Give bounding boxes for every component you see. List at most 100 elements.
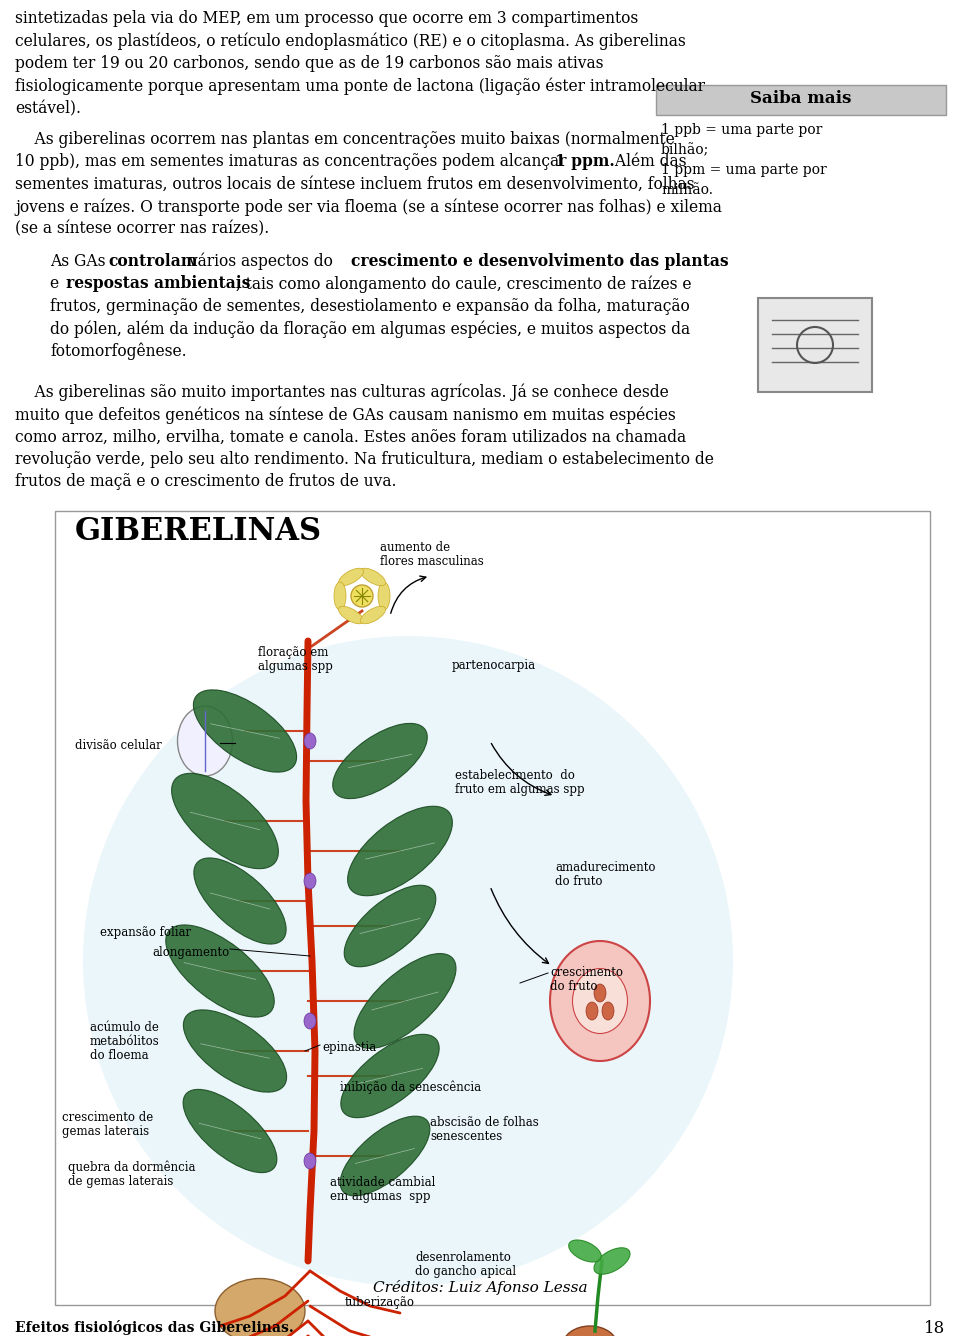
Bar	[656, 86, 946, 115]
Text: Efeitos fisiológicos das Giberelinas.: Efeitos fisiológicos das Giberelinas.	[15, 1320, 294, 1335]
Text: expansão foliar: expansão foliar	[100, 926, 191, 939]
Text: respostas ambientais: respostas ambientais	[66, 275, 251, 293]
Text: de gemas laterais: de gemas laterais	[68, 1174, 174, 1188]
Ellipse shape	[194, 858, 286, 945]
Text: Além das: Além das	[610, 154, 686, 170]
Text: estabelecimento  do: estabelecimento do	[455, 770, 575, 782]
Ellipse shape	[341, 1034, 439, 1118]
Text: 1 ppm.: 1 ppm.	[555, 154, 614, 170]
Text: tuberização: tuberização	[345, 1296, 415, 1309]
Text: aumento de: aumento de	[380, 541, 450, 554]
Text: 10 ppb), mas em sementes imaturas as concentrações podem alcançar: 10 ppb), mas em sementes imaturas as con…	[15, 154, 571, 170]
Ellipse shape	[333, 723, 427, 799]
Text: algumas spp: algumas spp	[258, 660, 333, 673]
Text: e: e	[50, 275, 64, 293]
Ellipse shape	[345, 886, 436, 967]
Text: desenrolamento: desenrolamento	[415, 1250, 511, 1264]
Text: metabólitos: metabólitos	[90, 1035, 159, 1047]
Ellipse shape	[572, 969, 628, 1034]
Ellipse shape	[351, 585, 373, 607]
Text: quebra da dormência: quebra da dormência	[68, 1161, 196, 1174]
Ellipse shape	[378, 582, 390, 611]
Text: em algumas  spp: em algumas spp	[330, 1190, 430, 1202]
Ellipse shape	[178, 705, 232, 776]
Text: crescimento e desenvolvimento das plantas: crescimento e desenvolvimento das planta…	[351, 253, 729, 270]
Ellipse shape	[304, 872, 316, 888]
Text: abscisão de folhas: abscisão de folhas	[430, 1116, 539, 1129]
Text: frutos de maçã e o crescimento de frutos de uva.: frutos de maçã e o crescimento de frutos…	[15, 473, 396, 490]
Text: epinastia: epinastia	[322, 1041, 376, 1054]
Ellipse shape	[183, 1089, 276, 1173]
Ellipse shape	[594, 1248, 630, 1275]
Ellipse shape	[340, 1116, 430, 1196]
Text: senescentes: senescentes	[430, 1130, 502, 1144]
Text: As GAs: As GAs	[50, 253, 110, 270]
Text: estável).: estável).	[15, 100, 81, 118]
Text: milhão.: milhão.	[661, 183, 713, 196]
Text: podem ter 19 ou 20 carbonos, sendo que as de 19 carbonos são mais ativas: podem ter 19 ou 20 carbonos, sendo que a…	[15, 55, 604, 72]
Bar	[55, 510, 930, 1305]
Text: Saiba mais: Saiba mais	[751, 90, 852, 107]
Text: As giberelinas são muito importantes nas culturas agrícolas. Já se conhece desde: As giberelinas são muito importantes nas…	[15, 383, 669, 401]
Text: do fruto: do fruto	[550, 981, 597, 993]
Text: 1 ppm = uma parte por: 1 ppm = uma parte por	[661, 163, 827, 176]
Text: fisiologicamente porque apresentam uma ponte de lactona (ligação éster intramole: fisiologicamente porque apresentam uma p…	[15, 77, 705, 95]
Ellipse shape	[193, 689, 297, 772]
Text: , tais como alongamento do caule, crescimento de raízes e: , tais como alongamento do caule, cresci…	[236, 275, 691, 293]
Ellipse shape	[563, 1327, 617, 1336]
Ellipse shape	[83, 636, 733, 1287]
Text: controlam: controlam	[108, 253, 198, 270]
Text: partenocarpia: partenocarpia	[452, 659, 536, 672]
Text: amadurecimento: amadurecimento	[555, 860, 656, 874]
Text: Créditos: Luiz Afonso Lessa: Créditos: Luiz Afonso Lessa	[372, 1280, 588, 1295]
Text: (se a síntese ocorrer nas raízes).: (se a síntese ocorrer nas raízes).	[15, 220, 269, 238]
Text: floração em: floração em	[258, 647, 328, 659]
Ellipse shape	[348, 806, 452, 895]
Text: alongamento: alongamento	[152, 946, 229, 959]
Ellipse shape	[166, 925, 275, 1017]
Ellipse shape	[361, 568, 386, 585]
Ellipse shape	[594, 985, 606, 1002]
Ellipse shape	[304, 733, 316, 749]
Text: do floema: do floema	[90, 1049, 149, 1062]
Text: inibição da senescência: inibição da senescência	[340, 1081, 481, 1094]
Text: atividade cambial: atividade cambial	[330, 1176, 436, 1189]
Ellipse shape	[586, 1002, 598, 1019]
Text: gemas laterais: gemas laterais	[62, 1125, 149, 1138]
Ellipse shape	[183, 1010, 287, 1092]
Ellipse shape	[339, 568, 364, 585]
Text: vários aspectos do: vários aspectos do	[184, 253, 338, 270]
Text: fruto em algumas spp: fruto em algumas spp	[455, 783, 585, 796]
Text: frutos, germinação de sementes, desestiolamento e expansão da folha, maturação: frutos, germinação de sementes, desestio…	[50, 298, 689, 315]
Text: sintetizadas pela via do MEP, em um processo que ocorre em 3 compartimentos: sintetizadas pela via do MEP, em um proc…	[15, 9, 638, 27]
Text: do gancho apical: do gancho apical	[415, 1265, 516, 1279]
Text: revolução verde, pelo seu alto rendimento. Na fruticultura, mediam o estabelecim: revolução verde, pelo seu alto rendiment…	[15, 452, 714, 468]
Text: GIBERELINAS: GIBERELINAS	[75, 516, 323, 546]
Text: bilhão;: bilhão;	[661, 143, 709, 158]
Ellipse shape	[304, 1013, 316, 1029]
Ellipse shape	[339, 607, 364, 624]
Text: fotomorfogênese.: fotomorfogênese.	[50, 343, 186, 361]
Text: do fruto: do fruto	[555, 875, 603, 888]
Text: jovens e raízes. O transporte pode ser via floema (se a síntese ocorrer nas folh: jovens e raízes. O transporte pode ser v…	[15, 198, 722, 215]
Ellipse shape	[361, 607, 386, 624]
Ellipse shape	[354, 954, 456, 1049]
Text: do pólen, além da indução da floração em algumas espécies, e muitos aspectos da: do pólen, além da indução da floração em…	[50, 321, 690, 338]
Ellipse shape	[602, 1002, 614, 1019]
Text: flores masculinas: flores masculinas	[380, 554, 484, 568]
Text: crescimento: crescimento	[550, 966, 623, 979]
Text: divisão celular: divisão celular	[75, 739, 161, 752]
Text: acúmulo de: acúmulo de	[90, 1021, 158, 1034]
Ellipse shape	[568, 1240, 601, 1263]
Text: 1 ppb = uma parte por: 1 ppb = uma parte por	[661, 123, 823, 138]
Text: As giberelinas ocorrem nas plantas em concentrações muito baixas (normalmente: As giberelinas ocorrem nas plantas em co…	[15, 131, 675, 147]
Ellipse shape	[172, 774, 278, 868]
Ellipse shape	[550, 941, 650, 1061]
FancyBboxPatch shape	[758, 298, 872, 391]
Text: sementes imaturas, outros locais de síntese incluem frutos em desenvolvimento, f: sementes imaturas, outros locais de sínt…	[15, 175, 694, 192]
Text: crescimento de: crescimento de	[62, 1112, 154, 1124]
Ellipse shape	[215, 1279, 305, 1336]
Ellipse shape	[304, 1153, 316, 1169]
Text: muito que defeitos genéticos na síntese de GAs causam nanismo em muitas espécies: muito que defeitos genéticos na síntese …	[15, 406, 676, 424]
Text: celulares, os plastídeos, o retículo endoplasmático (RE) e o citoplasma. As gibe: celulares, os plastídeos, o retículo end…	[15, 32, 685, 49]
